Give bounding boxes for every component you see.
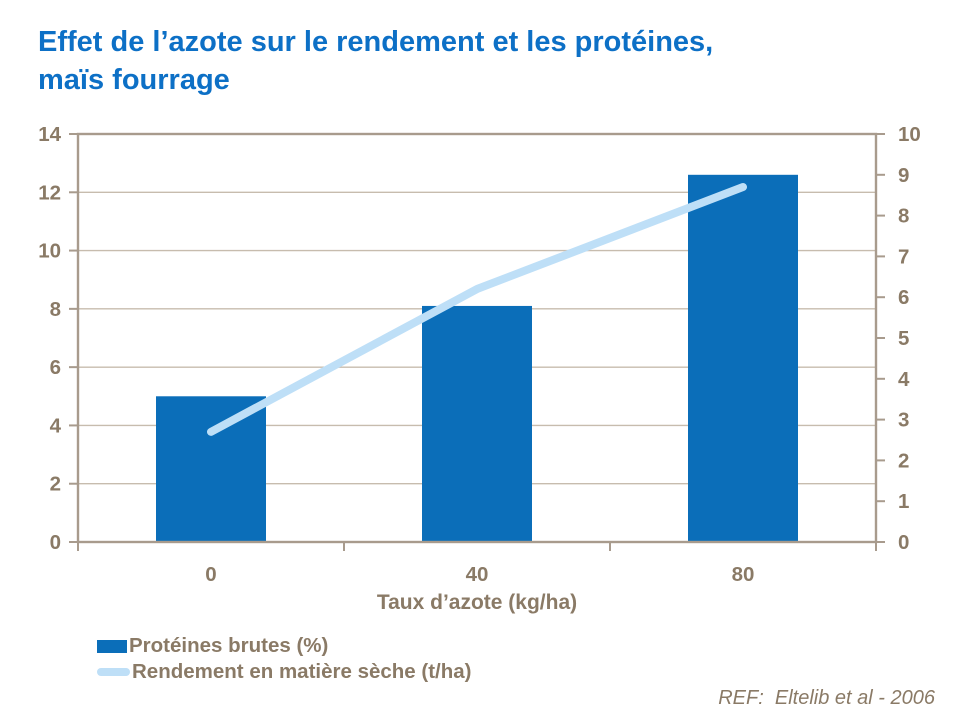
bar (156, 396, 266, 542)
line-series-swatch-icon (97, 668, 130, 676)
chart-title-line1: Effet de l’azote sur le rendement et les… (38, 26, 714, 58)
left-axis-label: 2 (50, 473, 61, 496)
chart-title-line2: maïs fourrage (38, 64, 230, 97)
left-axis-label: 4 (50, 414, 62, 437)
left-axis-label: 14 (38, 123, 61, 146)
x-axis-title: Taux d’azote (kg/ha) (376, 591, 578, 614)
chart-title: Effet de l’azote sur le rendement et les… (38, 23, 898, 100)
bar-series-swatch-icon (97, 639, 127, 653)
trend-line (207, 183, 747, 436)
legend-label: Protéines brutes (%) (129, 634, 329, 657)
legend-label: Rendement en matière sèche (t/ha) (132, 660, 472, 683)
right-axis-label: 1 (898, 490, 909, 513)
left-axis-label: 8 (50, 298, 61, 321)
left-axis-label: 0 (50, 531, 61, 554)
right-axis-label: 5 (898, 327, 909, 350)
right-axis-label: 7 (898, 245, 909, 268)
x-axis-category-label: 40 (466, 563, 489, 586)
right-axis-label: 9 (898, 164, 909, 187)
x-axis-category-label: 80 (732, 563, 755, 586)
right-axis-label: 3 (898, 409, 909, 432)
left-axis-label: 6 (50, 356, 61, 379)
left-axis-label: 12 (38, 181, 61, 204)
right-axis-label: 0 (898, 531, 909, 554)
legend-item-proteines: Protéines brutes (%) (97, 633, 472, 659)
right-axis-label: 8 (898, 205, 909, 228)
legend-item-rendement: Rendement en matière sèche (t/ha) (97, 659, 472, 685)
right-axis-label: 4 (898, 368, 910, 391)
right-axis-label: 2 (898, 449, 909, 472)
legend: Protéines brutes (%) Rendement en matièr… (97, 633, 472, 685)
right-axis-label: 6 (898, 286, 909, 309)
x-axis-category-label: 0 (205, 563, 216, 586)
right-axis-label: 10 (898, 123, 921, 146)
bar (422, 305, 532, 542)
left-axis-label: 10 (38, 240, 61, 263)
reference-citation: REF: Eltelib et al - 2006 (718, 687, 935, 709)
bar (688, 174, 798, 543)
